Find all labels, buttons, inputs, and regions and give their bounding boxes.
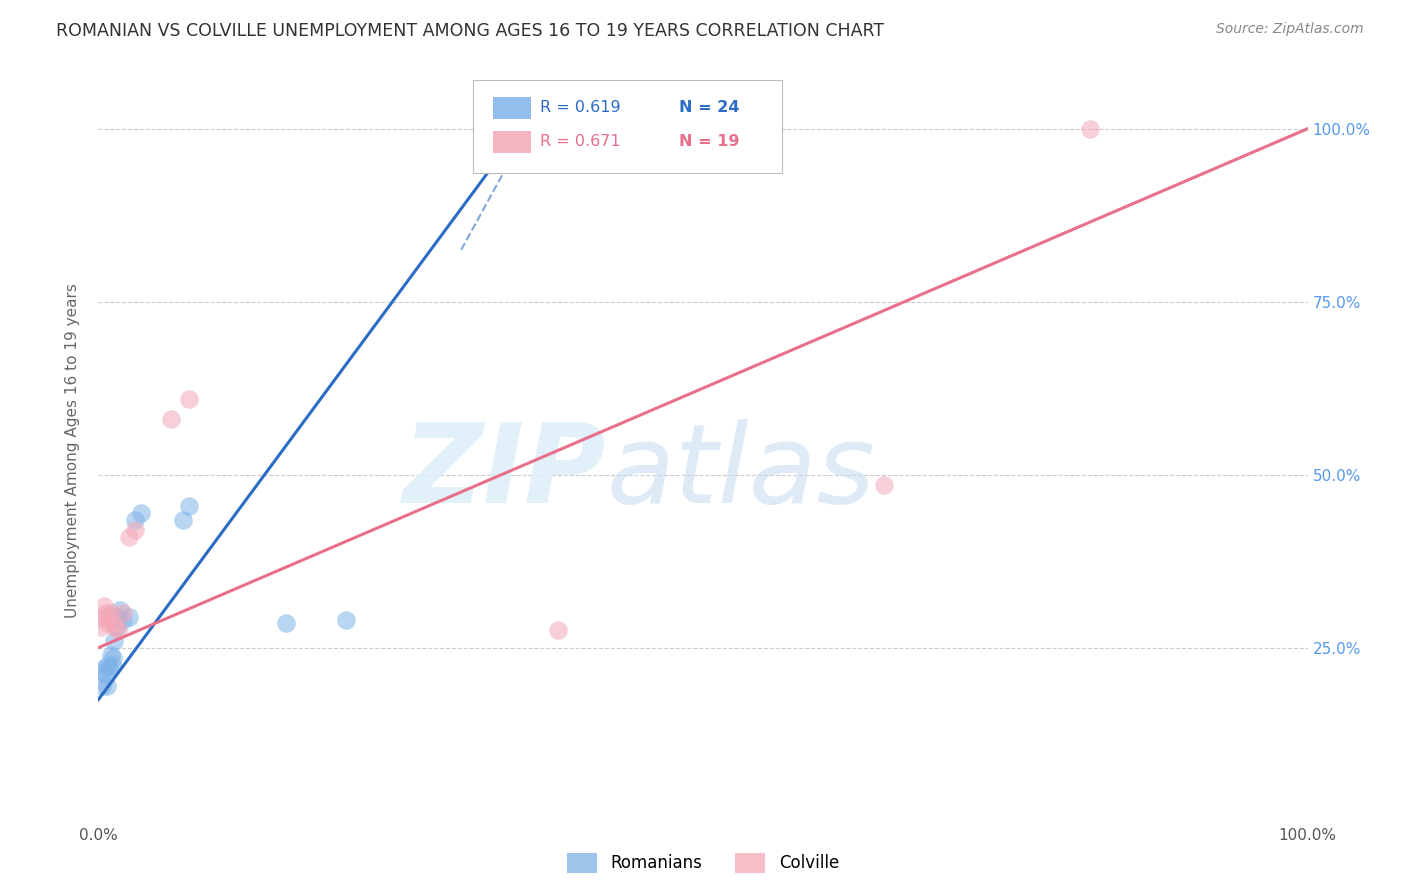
Point [90,620,112,634]
Point [104,620,127,634]
Point [97,609,120,624]
Point [510,121,533,136]
Point [94,668,117,682]
Point [1078,121,1101,136]
Point [108,602,131,616]
Point [335,613,357,627]
Text: Source: ZipAtlas.com: Source: ZipAtlas.com [1216,22,1364,37]
Point [100,648,122,662]
Text: R = 0.671: R = 0.671 [540,134,620,149]
Point [118,609,141,624]
Text: ROMANIAN VS COLVILLE UNEMPLOYMENT AMONG AGES 16 TO 19 YEARS CORRELATION CHART: ROMANIAN VS COLVILLE UNEMPLOYMENT AMONG … [56,22,884,40]
Point [100,657,122,672]
Text: ZIP: ZIP [402,419,606,526]
Point [179,499,201,513]
Point [91,609,114,624]
Text: R = 0.619: R = 0.619 [540,100,620,115]
Point [96,616,118,631]
Point [101,651,124,665]
Text: atlas: atlas [606,419,875,526]
FancyBboxPatch shape [474,80,782,173]
Point [93,661,115,675]
Point [91,665,114,679]
Point [111,613,134,627]
Legend: Romanians, Colville: Romanians, Colville [560,847,846,880]
Point [179,392,201,406]
Point [93,599,115,614]
Point [96,679,118,693]
Point [94,606,117,620]
Y-axis label: Unemployment Among Ages 16 to 19 years: Unemployment Among Ages 16 to 19 years [65,283,80,618]
Point [103,633,125,648]
Point [274,616,297,631]
Text: N = 24: N = 24 [679,100,740,115]
Point [101,616,124,631]
Point [100,606,122,620]
Point [107,609,129,624]
FancyBboxPatch shape [492,96,531,119]
Point [97,657,120,672]
Point [124,523,146,537]
Point [873,478,896,492]
Point [118,530,141,544]
FancyBboxPatch shape [492,130,531,153]
Point [160,412,183,426]
Point [547,624,569,638]
Point [129,506,152,520]
Point [107,624,129,638]
Point [91,679,114,693]
Text: N = 19: N = 19 [679,134,740,149]
Point [98,661,121,675]
Point [124,513,146,527]
Point [510,121,533,136]
Point [692,121,714,136]
Point [111,606,134,620]
Point [172,513,194,527]
Point [105,620,128,634]
